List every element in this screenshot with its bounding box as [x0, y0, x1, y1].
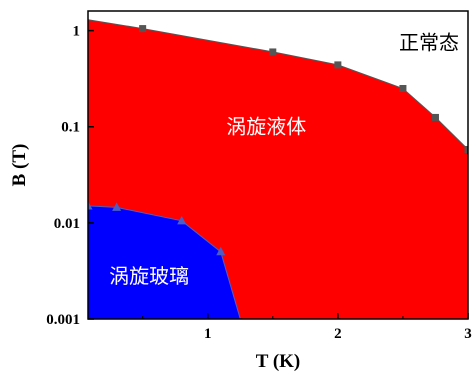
plot-area — [88, 11, 468, 319]
y-tick-label: 0.1 — [61, 120, 80, 136]
region-label: 涡旋液体 — [226, 115, 306, 139]
region-label: 涡旋玻璃 — [109, 264, 189, 288]
triangle-marker — [112, 202, 122, 211]
square-marker — [464, 145, 468, 153]
plot-frame — [87, 10, 469, 320]
square-marker — [431, 113, 439, 121]
data-markers — [88, 25, 468, 256]
y-tick-label: 0.01 — [54, 216, 80, 232]
x-tick-label: 1 — [204, 326, 212, 342]
square-marker — [139, 25, 147, 33]
square-marker — [334, 61, 342, 69]
x-tick-label: 3 — [464, 326, 472, 342]
region-label: 正常态 — [399, 31, 459, 55]
square-marker — [269, 48, 277, 56]
x-tick-label: 2 — [334, 326, 342, 342]
y-tick-label: 0.001 — [46, 312, 80, 328]
triangle-marker — [216, 246, 226, 256]
axis-ticks: 1 2 3 0.001 0.01 0.1 1 — [46, 24, 472, 342]
vortex-glass-region — [88, 205, 241, 319]
triangle-marker — [88, 200, 93, 210]
x-axis-title: T (K) — [256, 351, 301, 372]
square-marker — [399, 84, 407, 92]
y-axis-title: B (T) — [9, 144, 30, 187]
y-tick-label: 1 — [73, 24, 81, 40]
triangle-marker — [177, 215, 187, 225]
